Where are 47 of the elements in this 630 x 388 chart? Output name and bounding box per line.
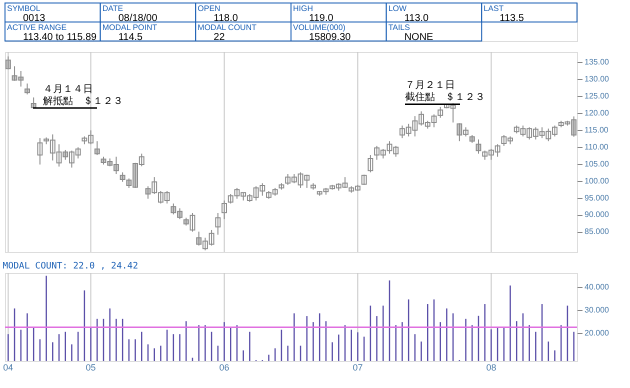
- text: HIGH: [293, 4, 314, 13]
- annotation: ７月２１日: [405, 80, 455, 92]
- y-tick-label: 100.00: [584, 176, 610, 186]
- text: MODAL POINT: [102, 23, 158, 32]
- text: 118.0: [214, 13, 238, 24]
- text: 22: [214, 32, 226, 43]
- candlestick: [310, 182, 316, 190]
- y-tick-label: 105.00: [584, 159, 610, 168]
- y-tick-label: 95.000: [584, 193, 610, 202]
- y-tick-label: 125.00: [584, 92, 610, 101]
- annotation: 解抵點 ＄１２３: [43, 95, 123, 107]
- text: LAST: [484, 4, 504, 13]
- y-tick-label: 20.000: [584, 328, 610, 338]
- chart-title: MODAL COUNT: 22.0 , 24.42: [2, 262, 138, 272]
- text: 113.0: [404, 13, 430, 24]
- y-tick-label: 135.00: [584, 58, 610, 67]
- text: VOLUME(000): [293, 23, 346, 32]
- text: 114.5: [118, 32, 144, 43]
- annotation: ４月１４日: [43, 84, 93, 95]
- text: OPEN: [198, 4, 221, 13]
- y-tick-label: 90.000: [584, 210, 610, 220]
- x-tick-label: 05: [86, 362, 96, 372]
- x-tick-label: 04: [3, 362, 14, 372]
- y-tick-label: 30.000: [584, 306, 610, 315]
- x-tick-label: 08: [486, 362, 496, 372]
- y-tick-label: 85.000: [584, 227, 610, 236]
- x-tick-label: 07: [352, 362, 363, 372]
- annotation: 截住點 ＄１２３: [405, 91, 485, 104]
- text: LOW: [388, 4, 408, 13]
- text: 0013: [23, 13, 46, 24]
- text: 113.40 to 115.89: [23, 32, 98, 43]
- y-tick-label: 40.000: [584, 282, 610, 292]
- y-tick-label: 115.00: [584, 125, 609, 134]
- y-tick-label: 120.00: [584, 108, 610, 118]
- text: DATE: [102, 4, 124, 13]
- text: ACTIVE RANGE: [7, 23, 67, 32]
- text: 119.0: [309, 13, 334, 24]
- text: 15809.30: [309, 32, 352, 43]
- x-tick-label: 06: [219, 362, 230, 372]
- text: NONE: [404, 32, 434, 43]
- text: MODAL COUNT: [198, 23, 257, 32]
- text: 08/18/00: [118, 13, 158, 24]
- text: SYMBOL: [7, 4, 41, 13]
- y-tick-label: 110.00: [584, 142, 609, 152]
- y-tick-label: 130.00: [584, 74, 610, 84]
- text: 113.5: [500, 13, 524, 24]
- text: TAILS: [388, 23, 410, 32]
